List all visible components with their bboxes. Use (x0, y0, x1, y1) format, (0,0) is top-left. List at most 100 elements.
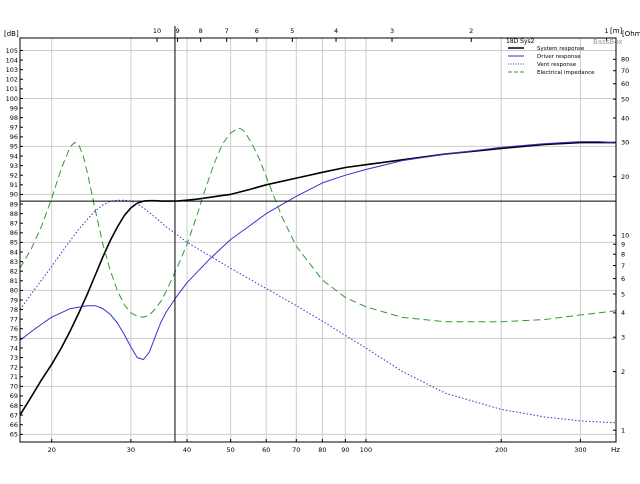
x-tick-label: 40 (183, 446, 191, 454)
y-tick-label-left: 96 (10, 133, 18, 141)
x-axis-unit: Hz (611, 446, 620, 454)
y-tick-label-left: 69 (10, 392, 18, 400)
y-tick-label-right: 80 (621, 56, 629, 64)
y-tick-label-right: 1 (621, 427, 625, 435)
y-tick-label-left: 98 (10, 114, 18, 122)
legend-title: 18D Sys2 (506, 38, 535, 45)
y-tick-label-left: 83 (10, 258, 18, 266)
y-tick-label-left: 93 (10, 162, 18, 170)
top-tick-label: 9 (175, 27, 179, 35)
series-line-electrical-impedance (19, 127, 617, 323)
y-tick-label-left: 81 (10, 277, 18, 285)
y-tick-label-left: 87 (10, 220, 18, 228)
top-tick-label: 10 (153, 27, 161, 35)
y-tick-label-left: 104 (6, 56, 18, 64)
y-tick-label-right: 5 (621, 290, 625, 298)
y-tick-label-left: 70 (10, 383, 18, 391)
watermark: BassBox (593, 38, 622, 46)
legend-items: System response Driver response Vent respo… (508, 46, 595, 76)
x-tick-label: 60 (262, 446, 270, 454)
y-axis-right-unit: [Ohm] (622, 30, 640, 38)
y-tick-label-left: 82 (10, 267, 18, 275)
y-tick-label-left: 85 (10, 239, 18, 247)
y-tick-label-right: 40 (621, 114, 629, 122)
y-tick-label-left: 94 (10, 152, 18, 160)
y-tick-label-right: 7 (621, 262, 625, 270)
y-tick-label-left: 89 (10, 200, 18, 208)
y-tick-label-right: 2 (621, 368, 625, 376)
y-tick-label-left: 101 (6, 85, 18, 93)
top-tick-label: 3 (390, 27, 394, 35)
y-tick-label-right: 6 (621, 275, 625, 283)
y-tick-label-right: 30 (621, 139, 629, 147)
top-tick-label: 1 (604, 27, 608, 35)
cursor (20, 26, 616, 442)
y-tick-label-left: 79 (10, 296, 18, 304)
y-tick-label-left: 72 (10, 363, 18, 371)
y-tick-label-left: 102 (6, 76, 18, 84)
series-line-vent-response (19, 199, 617, 424)
top-tick-label: 7 (225, 27, 229, 35)
y-tick-label-right: 8 (621, 251, 625, 259)
y-tick-label-left: 86 (10, 229, 18, 237)
legend-label: Electrical impedance (537, 70, 595, 76)
y-tick-label-left: 67 (10, 411, 18, 419)
y-tick-label-left: 74 (10, 344, 18, 352)
legend-label: System response (537, 46, 585, 52)
top-axis-unit: [m] (610, 27, 623, 35)
y-tick-label-left: 95 (10, 143, 18, 151)
y-tick-label-right: 50 (621, 95, 629, 103)
x-axis-bottom: 20 30 40 50 60 70 80 90 100 200 300 (48, 439, 587, 454)
x-tick-label: 200 (495, 446, 507, 454)
legend-label: Driver response (537, 54, 581, 60)
y-tick-label-right: 4 (621, 309, 625, 317)
x-tick-label: 80 (318, 446, 326, 454)
y-tick-label-right: 9 (621, 241, 625, 249)
series-line-driver-response (19, 141, 617, 360)
y-tick-label-left: 66 (10, 421, 18, 429)
y-tick-label-right: 20 (621, 173, 629, 181)
y-tick-label-right: 10 (621, 232, 629, 240)
y-tick-label-left: 88 (10, 210, 18, 218)
y-tick-label-left: 68 (10, 402, 18, 410)
y-tick-label-left: 78 (10, 306, 18, 314)
y-tick-label-left: 80 (10, 287, 18, 295)
top-tick-label: 2 (469, 27, 473, 35)
y-tick-label-left: 100 (6, 95, 18, 103)
plot-frame (19, 37, 617, 443)
y-tick-label-left: 91 (10, 181, 18, 189)
x-tick-label: 300 (574, 446, 586, 454)
y-tick-label-left: 75 (10, 335, 18, 343)
top-tick-label: 8 (199, 27, 203, 35)
y-tick-label-left: 73 (10, 354, 18, 362)
x-tick-label: 30 (127, 446, 135, 454)
y-tick-label-left: 103 (6, 66, 18, 74)
y-tick-label-left: 92 (10, 172, 18, 180)
y-tick-label-left: 65 (10, 431, 18, 439)
y-tick-label-right: 3 (621, 334, 625, 342)
y-tick-label-left: 84 (10, 248, 18, 256)
y-tick-label-right: 70 (621, 67, 629, 75)
top-tick-label: 5 (290, 27, 294, 35)
legend-label: Vent response (537, 62, 577, 68)
x-tick-label: 100 (360, 446, 372, 454)
y-tick-label-right: 60 (621, 80, 629, 88)
y-tick-label-left: 99 (10, 104, 18, 112)
grid (20, 38, 616, 442)
x-tick-label: 20 (48, 446, 56, 454)
y-tick-label-left: 71 (10, 373, 18, 381)
x-tick-label: 70 (292, 446, 300, 454)
y-tick-label-left: 77 (10, 315, 18, 323)
y-tick-label-left: 105 (6, 47, 18, 55)
x-tick-label: 90 (341, 446, 349, 454)
x-axis-top: 10 9 8 7 6 5 4 3 2 1 (153, 27, 609, 42)
top-tick-label: 6 (255, 27, 259, 35)
y-tick-label-left: 90 (10, 191, 18, 199)
y-tick-label-left: 97 (10, 124, 18, 132)
y-axis-left-unit: [dB] (4, 30, 19, 38)
top-tick-label: 4 (334, 27, 338, 35)
y-axis-right: 1 2 3 4 5 6 7 8 910 20 30 40 50 60 70 80 (613, 56, 629, 435)
y-axis-left: 6566676869707172737475767778798081828384… (6, 47, 23, 439)
